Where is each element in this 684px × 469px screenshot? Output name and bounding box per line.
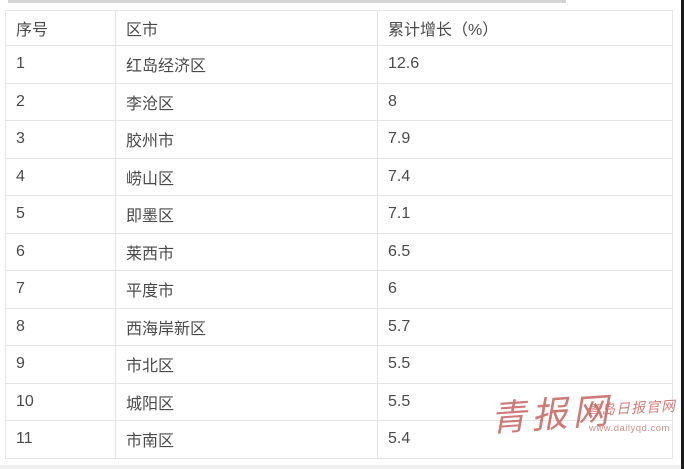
table-row: 6 莱西市 6.5	[5, 232, 673, 271]
cell-district: 胶州市	[115, 120, 378, 159]
cell-growth: 5.7	[377, 307, 673, 346]
cell-no: 7	[5, 270, 116, 309]
cell-no: 1	[5, 45, 116, 84]
bottom-crop-artifact	[0, 465, 684, 469]
table-body: 1 红岛经济区 12.6 2 李沧区 8 3 胶州市 7.9 4 崂山区 7.4…	[5, 45, 673, 459]
cell-no: 6	[5, 232, 116, 271]
table-row: 4 崂山区 7.4	[5, 157, 673, 196]
growth-table: 序号 区市 累计增长（%） 1 红岛经济区 12.6 2 李沧区 8 3 胶州市…	[5, 10, 673, 459]
cell-no: 8	[5, 307, 116, 346]
cell-growth: 6.5	[377, 232, 673, 271]
table-row: 10 城阳区 5.5	[5, 382, 673, 421]
cell-no: 3	[5, 120, 116, 159]
cell-district: 市南区	[115, 420, 378, 459]
cell-growth: 7.1	[377, 195, 673, 234]
top-crop-artifact	[8, 0, 566, 3]
cell-district: 即墨区	[115, 195, 378, 234]
table-row: 2 李沧区 8	[5, 82, 673, 121]
header-row: 序号 区市 累计增长（%）	[5, 10, 673, 46]
cell-growth: 8	[377, 82, 673, 121]
table-row: 1 红岛经济区 12.6	[5, 45, 673, 84]
cell-no: 9	[5, 345, 116, 384]
cell-growth: 7.4	[377, 157, 673, 196]
table-row: 5 即墨区 7.1	[5, 195, 673, 234]
table-row: 11 市南区 5.4	[5, 420, 673, 459]
cell-growth: 12.6	[377, 45, 673, 84]
header-cell-growth: 累计增长（%）	[377, 10, 673, 46]
header-cell-district: 区市	[115, 10, 378, 46]
cell-district: 莱西市	[115, 232, 378, 271]
cell-growth: 7.9	[377, 120, 673, 159]
cell-district: 城阳区	[115, 382, 378, 421]
cell-district: 平度市	[115, 270, 378, 309]
cell-district: 红岛经济区	[115, 45, 378, 84]
table-row: 9 市北区 5.5	[5, 345, 673, 384]
cell-district: 西海岸新区	[115, 307, 378, 346]
table-row: 8 西海岸新区 5.7	[5, 307, 673, 346]
cell-no: 4	[5, 157, 116, 196]
cell-no: 2	[5, 82, 116, 121]
cell-district: 崂山区	[115, 157, 378, 196]
right-edge-strip	[681, 0, 684, 469]
cell-growth: 5.4	[377, 420, 673, 459]
header-cell-no: 序号	[5, 10, 116, 46]
cell-no: 10	[5, 382, 116, 421]
cell-growth: 5.5	[377, 382, 673, 421]
cell-growth: 6	[377, 270, 673, 309]
cell-district: 市北区	[115, 345, 378, 384]
table-row: 3 胶州市 7.9	[5, 120, 673, 159]
cell-no: 11	[5, 420, 116, 459]
cell-no: 5	[5, 195, 116, 234]
table-row: 7 平度市 6	[5, 270, 673, 309]
cell-growth: 5.5	[377, 345, 673, 384]
cell-district: 李沧区	[115, 82, 378, 121]
